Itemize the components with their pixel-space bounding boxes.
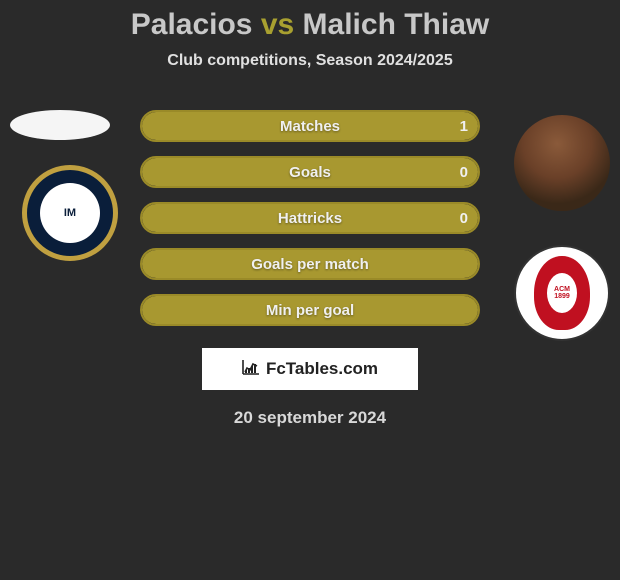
stat-label: Hattricks	[278, 210, 342, 227]
stat-rows: Matches 1 Goals 0 Hattricks 0 Goals per match M…	[140, 110, 480, 326]
club-badge-left-inner: IM	[40, 183, 100, 243]
stat-row: Goals per match	[140, 248, 480, 280]
stat-value-right: 0	[460, 210, 468, 227]
vs-text: vs	[253, 8, 303, 41]
stat-label: Min per goal	[266, 302, 354, 319]
stat-fill-left	[142, 158, 310, 186]
stat-row: Goals 0	[140, 156, 480, 188]
stat-label: Goals	[289, 164, 331, 181]
stats-area: IM ACM 1899 Matches1Goals0Hattricks0Goal…	[0, 110, 620, 326]
stat-row: Matches 1	[140, 110, 480, 142]
comparison-card: Palacios vs Malich Thiaw Club competitio…	[0, 0, 620, 580]
club-right-year: 1899	[554, 293, 570, 300]
stat-row: Hattricks 0	[140, 202, 480, 234]
club-badge-right-core: ACM 1899	[547, 273, 577, 313]
stat-value-right: 0	[460, 164, 468, 181]
subtitle: Club competitions, Season 2024/2025	[0, 52, 620, 70]
page-title: Palacios vs Malich Thiaw	[0, 8, 620, 42]
date-text: 20 september 2024	[0, 408, 620, 428]
player2-name: Malich Thiaw	[303, 8, 490, 41]
club-badge-right: ACM 1899	[514, 245, 610, 341]
stat-fill-right	[310, 158, 478, 186]
branding-box: FcTables.com	[202, 348, 418, 390]
chart-icon	[242, 359, 260, 380]
club-right-text: ACM	[554, 286, 570, 293]
player1-name: Palacios	[131, 8, 253, 41]
player2-avatar	[514, 115, 610, 211]
stat-label: Goals per match	[251, 256, 369, 273]
branding-text: FcTables.com	[266, 359, 378, 379]
stat-row: Min per goal	[140, 294, 480, 326]
stat-value-right: 1	[460, 118, 468, 135]
stat-label: Matches	[280, 118, 340, 135]
club-badge-left: IM	[22, 165, 118, 261]
player1-avatar	[10, 110, 110, 140]
club-badge-right-shield: ACM 1899	[534, 256, 589, 330]
